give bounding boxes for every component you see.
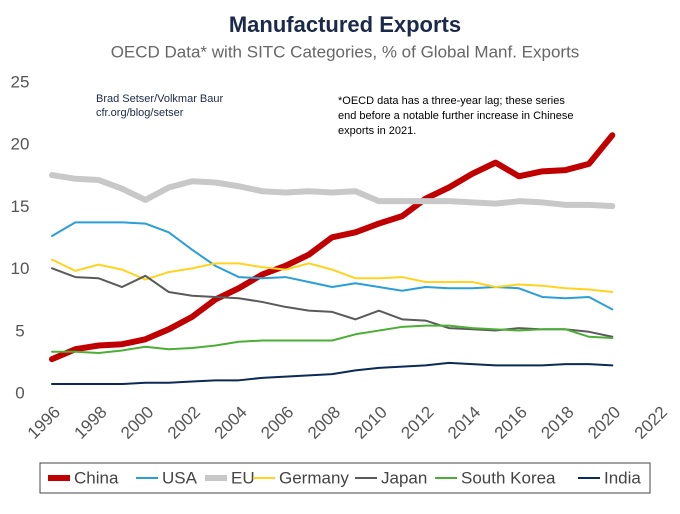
annotation: cfr.org/blog/setser <box>96 107 184 119</box>
note: *OECD data has a three-year lag; these s… <box>338 95 565 107</box>
y-tick-label: 0 <box>15 383 24 402</box>
chart-title: Manufactured Exports <box>229 12 461 37</box>
series-line <box>49 132 616 363</box>
x-tick-label: 2002 <box>164 403 204 443</box>
x-tick-label: 2020 <box>584 403 624 443</box>
x-tick-label: 2022 <box>631 403 671 443</box>
y-tick-label: 10 <box>11 259 30 278</box>
x-tick-label: 2008 <box>304 403 344 443</box>
x-tick-label: 1996 <box>24 403 64 443</box>
legend-box <box>39 462 651 494</box>
y-tick-label: 15 <box>11 197 30 216</box>
chart-subtitle: OECD Data* with SITC Categories, % of Gl… <box>111 42 580 61</box>
legend-label: EU <box>231 468 255 487</box>
series-line <box>51 221 614 311</box>
legend-label: India <box>604 468 641 487</box>
annotation: Brad Setser/Volkmar Baur <box>96 93 224 105</box>
x-tick-label: 2004 <box>211 403 251 443</box>
y-tick-label: 5 <box>15 321 24 340</box>
series-line <box>51 267 614 338</box>
series-line <box>49 172 616 210</box>
legend-label: China <box>74 468 119 487</box>
x-tick-label: 2000 <box>117 403 157 443</box>
series-line <box>51 324 614 354</box>
series-line <box>51 258 614 293</box>
y-tick-label: 25 <box>11 72 30 91</box>
x-tick-label: 2010 <box>351 403 391 443</box>
y-tick-label: 20 <box>11 135 30 154</box>
legend-label: Germany <box>279 468 349 487</box>
x-tick-label: 1998 <box>71 403 111 443</box>
x-tick-label: 2012 <box>397 403 437 443</box>
series-line <box>51 361 614 386</box>
legend-label: South Korea <box>461 468 556 487</box>
note: exports in 2021. <box>338 125 416 137</box>
x-tick-label: 2018 <box>537 403 577 443</box>
legend-label: Japan <box>381 468 427 487</box>
x-tick-label: 2014 <box>444 403 484 443</box>
note: end before a notable further increase in… <box>338 110 573 122</box>
x-tick-label: 2006 <box>257 403 297 443</box>
x-tick-label: 2016 <box>491 403 531 443</box>
legend-label: USA <box>162 468 198 487</box>
